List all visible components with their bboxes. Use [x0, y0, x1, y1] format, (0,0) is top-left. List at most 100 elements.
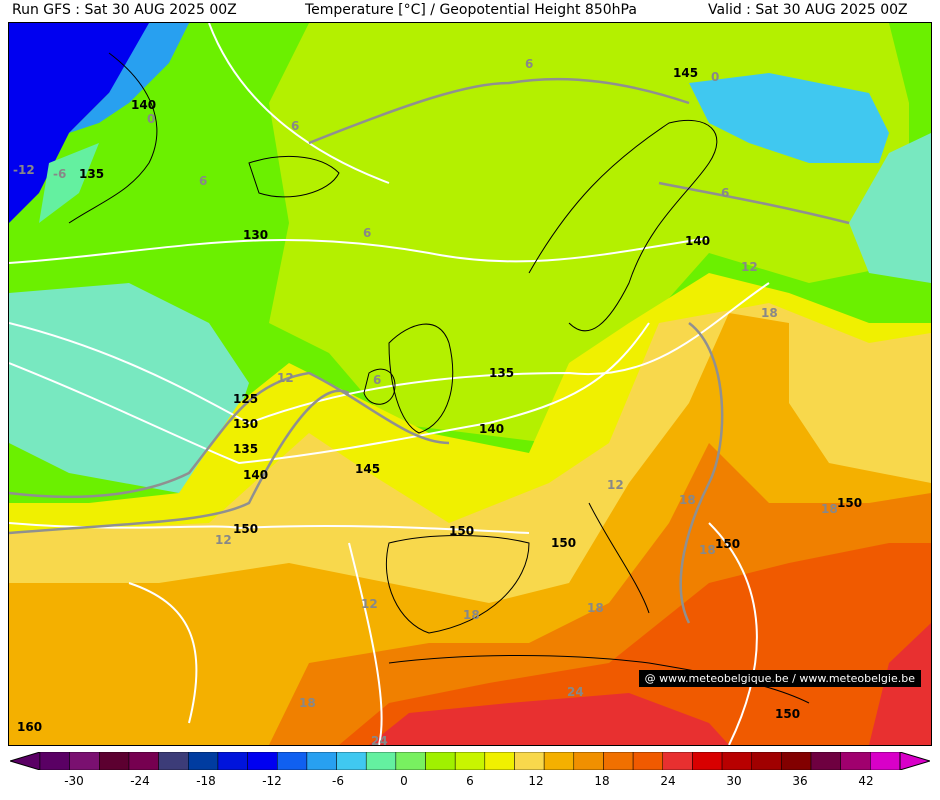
temperature-label: 6 — [373, 373, 381, 387]
height-label: 125 — [233, 392, 258, 406]
field-cyan-ne — [689, 73, 889, 163]
isohypse-line — [128, 582, 198, 724]
height-label: 150 — [551, 536, 576, 550]
height-label: 150 — [775, 707, 800, 721]
isohypse-line — [9, 322, 650, 465]
scale-swatch — [395, 752, 426, 770]
scale-swatch — [247, 752, 278, 770]
temperature-label: 0 — [147, 112, 155, 126]
scale-tick-label: 24 — [660, 774, 676, 788]
temperature-label: 0 — [711, 70, 719, 84]
scale-arrow-right — [899, 752, 930, 770]
scale-tick-label: -12 — [262, 774, 282, 788]
temperature-label: 6 — [525, 57, 533, 71]
temperature-label: 6 — [721, 186, 729, 200]
isohypse-line — [208, 23, 390, 184]
scale-swatch — [425, 752, 456, 770]
temperature-label: 18 — [587, 601, 604, 615]
scale-swatch — [276, 752, 308, 770]
field-light-blue — [69, 23, 189, 133]
temperature-label: 18 — [699, 543, 716, 557]
temperature-label: 12 — [361, 597, 378, 611]
scale-ticks: -30 -24 -18 -12 -6 0 6 12 18 24 30 36 42 — [0, 774, 940, 794]
scale-swatch — [99, 752, 130, 770]
temperature-label: 18 — [679, 493, 696, 507]
temperature-label: 12 — [607, 478, 624, 492]
scale-swatch — [632, 752, 664, 770]
scale-swatch — [543, 752, 575, 770]
temperature-label: 12 — [741, 260, 758, 274]
isohypse-line — [708, 522, 758, 745]
scale-swatch — [721, 752, 752, 770]
weather-map: 140 135 130 135 145 140 145 140 125 130 … — [8, 22, 932, 746]
scale-swatch — [454, 752, 486, 770]
temperature-label: 24 — [371, 734, 388, 745]
coastline-greenland — [68, 52, 158, 224]
scale-tick-label: 0 — [400, 774, 408, 788]
scale-swatch — [484, 752, 515, 770]
isohypses — [9, 23, 770, 745]
temperature-label: -6 — [53, 167, 66, 181]
scale-swatch — [810, 752, 841, 770]
scale-swatch — [781, 752, 812, 770]
valid-label: Valid : Sat 30 AUG 2025 00Z — [708, 2, 908, 18]
height-label: 160 — [17, 720, 42, 734]
temperature-label: -12 — [13, 163, 35, 177]
temperature-label: 18 — [463, 608, 480, 622]
isotherm-line — [658, 181, 850, 225]
scale-swatch — [365, 752, 397, 770]
scale-tick-label: -30 — [64, 774, 84, 788]
map-canvas: 140 135 130 135 145 140 145 140 125 130 … — [9, 23, 931, 745]
isotherms — [9, 77, 850, 624]
scale-arrow-left — [10, 752, 41, 770]
height-label: 140 — [131, 98, 156, 112]
temperature-label: 18 — [299, 696, 316, 710]
scale-swatch — [158, 752, 189, 770]
scale-tick-label: 6 — [466, 774, 474, 788]
field-red-orange — [339, 543, 931, 745]
isohypse-line — [348, 542, 383, 745]
height-label: 145 — [355, 462, 380, 476]
isotherm-line — [9, 389, 350, 535]
map-title: Temperature [°C] / Geopotential Height 8… — [305, 2, 637, 18]
scale-swatch — [662, 752, 693, 770]
scale-swatch — [39, 752, 70, 770]
temperature-label: 18 — [761, 306, 778, 320]
coastline-scandinavia — [528, 119, 718, 332]
scale-tick-label: -24 — [130, 774, 150, 788]
scale-tick-label: 36 — [792, 774, 808, 788]
header: Run GFS : Sat 30 AUG 2025 00Z Temperatur… — [0, 0, 940, 22]
field-mint-ne — [849, 133, 931, 283]
scale-swatch — [69, 752, 100, 770]
scale-tick-label: 18 — [594, 774, 610, 788]
height-label: 130 — [233, 417, 258, 431]
temperature-labels: 0 0 -12 -6 6 6 6 6 6 6 12 12 12 12 12 18… — [13, 57, 838, 745]
credit-label: @ www.meteobelgique.be / www.meteobelgie… — [638, 670, 921, 687]
scale-tick-label: -18 — [196, 774, 216, 788]
temperature-label: 6 — [291, 119, 299, 133]
height-label: 150 — [233, 522, 258, 536]
field-cyan-nw — [39, 143, 99, 223]
height-label: 140 — [243, 468, 268, 482]
temperature-label: 24 — [567, 685, 584, 699]
coastline-italy — [588, 502, 650, 614]
scale-tick-label: -6 — [332, 774, 344, 788]
temperature-label: 12 — [277, 371, 294, 385]
height-label: 150 — [837, 496, 862, 510]
scale-swatch — [840, 752, 871, 770]
isohypse-line — [9, 522, 530, 534]
isotherm-line — [679, 322, 724, 624]
scale-swatch — [603, 752, 634, 770]
height-labels: 140 135 130 135 145 140 145 140 125 130 … — [17, 66, 862, 734]
height-label: 135 — [233, 442, 258, 456]
height-label: 150 — [449, 524, 474, 538]
height-label: 135 — [79, 167, 104, 181]
height-label: 140 — [479, 422, 504, 436]
temperature-label: 18 — [821, 502, 838, 516]
scale-swatch — [188, 752, 219, 770]
scale-swatch — [751, 752, 782, 770]
isotherm-line — [9, 371, 450, 499]
scale-swatch — [336, 752, 367, 770]
coastline-uk — [388, 323, 454, 434]
scale-swatch — [692, 752, 723, 770]
